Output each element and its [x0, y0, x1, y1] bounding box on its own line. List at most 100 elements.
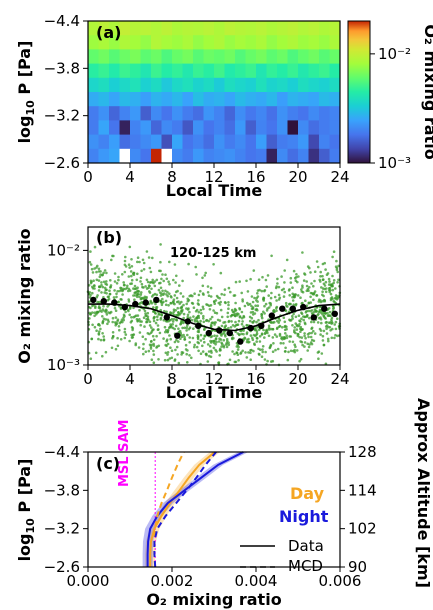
scatter-point	[321, 278, 325, 282]
heatmap-cell	[214, 92, 225, 107]
heatmap-cell	[298, 106, 309, 121]
scatter-point	[231, 324, 235, 327]
scatter-point	[164, 299, 168, 303]
heatmap-cell	[298, 120, 309, 135]
scatter-point	[162, 300, 165, 304]
scatter-point	[98, 330, 101, 333]
scatter-point	[334, 320, 338, 324]
scatter-point	[89, 306, 92, 310]
scatter-point	[121, 273, 124, 276]
scatter-point	[187, 262, 190, 266]
scatter-point	[205, 352, 208, 356]
scatter-point	[108, 289, 111, 293]
scatter-point	[111, 331, 115, 334]
scatter-point	[186, 308, 190, 311]
scatter-point	[312, 284, 315, 288]
scatter-point	[247, 351, 250, 354]
scatter-point	[319, 280, 322, 283]
scatter-point	[249, 351, 252, 355]
heatmap-cell	[119, 63, 131, 79]
scatter-point	[250, 348, 253, 352]
scatter-point	[223, 288, 227, 291]
heatmap-cell	[224, 120, 236, 135]
right-tick-label: 128	[348, 443, 377, 461]
scatter-point	[147, 256, 151, 259]
scatter-point	[283, 320, 287, 324]
scatter-point	[317, 357, 320, 361]
scatter-point	[142, 347, 145, 351]
scatter-point	[234, 301, 237, 305]
scatter-point	[260, 289, 264, 293]
heatmap-cell	[277, 49, 288, 64]
panel-b-ylabel: O₂ mixing ratio	[15, 228, 34, 363]
scatter-point	[101, 315, 104, 318]
binned-mean-point	[121, 303, 128, 311]
scatter-point	[154, 321, 158, 325]
scatter-point	[295, 273, 298, 276]
scatter-point	[236, 348, 240, 351]
scatter-point	[116, 290, 119, 293]
scatter-point	[310, 331, 313, 335]
scatter-point	[99, 327, 102, 331]
scatter-point	[103, 291, 106, 294]
scatter-point	[119, 298, 122, 301]
scatter-point	[175, 318, 179, 322]
scatter-point	[163, 325, 167, 329]
heatmap-cell	[88, 134, 99, 150]
scatter-point	[91, 323, 94, 327]
scatter-point	[287, 350, 290, 354]
scatter-point	[284, 301, 288, 305]
scatter-point	[283, 269, 287, 272]
scatter-point	[152, 361, 156, 365]
heatmap-cell	[140, 106, 152, 121]
scatter-point	[142, 342, 145, 346]
heatmap-cell	[308, 49, 320, 64]
scatter-point	[285, 336, 289, 340]
scatter-point	[91, 285, 94, 289]
scatter-point	[276, 277, 279, 281]
scatter-point	[114, 347, 118, 351]
heatmap-cell	[277, 134, 288, 150]
scatter-point	[209, 341, 213, 344]
scatter-point	[300, 312, 304, 316]
scatter-point	[197, 299, 200, 302]
heatmap-cell	[277, 21, 288, 36]
scatter-point	[330, 322, 333, 325]
scatter-point	[119, 338, 123, 341]
heatmap-cell	[287, 120, 299, 135]
binned-mean-point	[132, 300, 139, 308]
scatter-point	[208, 344, 212, 348]
scatter-point	[252, 333, 256, 337]
scatter-point	[89, 357, 93, 361]
scatter-point	[132, 306, 135, 310]
scatter-point	[168, 282, 171, 286]
scatter-point	[159, 260, 162, 264]
scatter-point	[272, 342, 275, 345]
scatter-point	[249, 334, 253, 337]
heatmap-cell	[130, 63, 141, 79]
heatmap-cell	[256, 92, 267, 107]
scatter-point	[327, 277, 331, 281]
heatmap-cell	[224, 63, 236, 79]
heatmap-cell	[151, 120, 162, 135]
panel-b-label: (b)	[96, 228, 122, 247]
scatter-point	[112, 296, 116, 299]
scatter-point	[139, 276, 143, 280]
scatter-point	[183, 338, 186, 341]
scatter-point	[127, 300, 131, 303]
x-tick-label: 24	[330, 168, 349, 186]
scatter-point	[253, 296, 256, 300]
scatter-point	[252, 269, 256, 272]
scatter-point	[152, 353, 156, 356]
heatmap-cell	[130, 49, 141, 64]
heatmap-cell	[130, 148, 141, 164]
heatmap-cell	[266, 134, 278, 150]
binned-mean-point	[247, 324, 254, 332]
scatter-point	[172, 317, 176, 321]
scatter-point	[262, 310, 265, 314]
heatmap-cell	[140, 92, 152, 107]
heatmap-cell	[287, 63, 299, 79]
scatter-point	[231, 350, 234, 353]
scatter-point	[152, 328, 155, 331]
scatter-point	[109, 310, 113, 314]
